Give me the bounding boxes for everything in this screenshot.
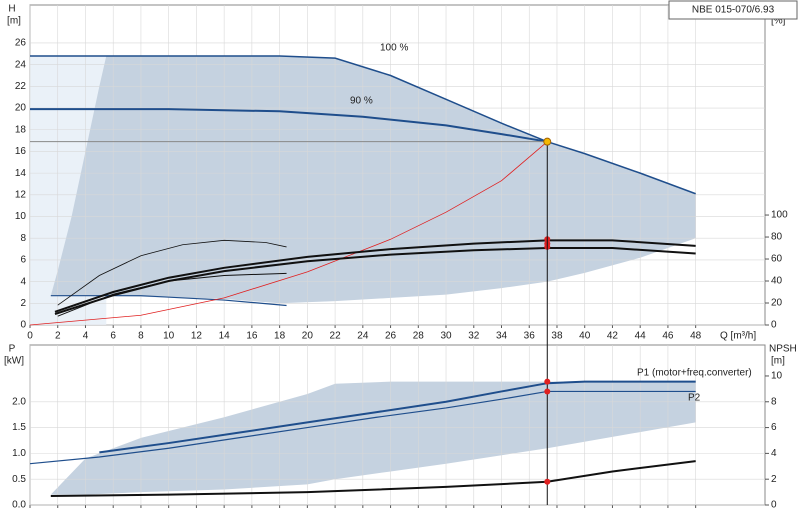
y-tick-label: 22 xyxy=(15,81,27,92)
x-tick-label: 48 xyxy=(690,331,702,342)
curve xyxy=(57,272,287,317)
curve xyxy=(30,55,696,195)
curve-label: 90 % xyxy=(350,96,373,107)
x-tick-label: 46 xyxy=(662,331,674,342)
y-tick-label: 12 xyxy=(15,189,27,200)
y-tick-label: 2.0 xyxy=(12,396,26,407)
y-tick-label: 0 xyxy=(20,320,26,331)
x-tick-label: 22 xyxy=(330,331,342,342)
duty-power-point xyxy=(544,378,551,385)
duty-npsh-point xyxy=(544,478,551,485)
x-tick-label: 6 xyxy=(110,331,116,342)
x-tick-label: 8 xyxy=(138,331,144,342)
y2-axis-unit: [m] xyxy=(771,356,785,367)
y-axis-label: H xyxy=(8,4,15,15)
y-tick-label: 1.0 xyxy=(12,448,26,459)
curve-label: 100 % xyxy=(380,43,408,54)
y2-tick-label: 2 xyxy=(771,474,777,485)
curve-label: P2 xyxy=(688,393,701,404)
x-tick-label: 2 xyxy=(55,331,61,342)
y2-axis-unit: [%] xyxy=(771,16,786,27)
curve xyxy=(50,295,287,307)
x-tick-label: 0 xyxy=(27,331,33,342)
x-tick-label: 30 xyxy=(440,331,452,342)
y-tick-label: 24 xyxy=(15,59,27,70)
x-tick-label: 44 xyxy=(635,331,647,342)
y-tick-label: 0.5 xyxy=(12,474,26,485)
curve-label: P1 (motor+freq.converter) xyxy=(637,368,752,379)
y2-tick-label: 10 xyxy=(771,371,783,382)
y2-tick-label: 40 xyxy=(771,276,783,287)
chart-title: NBE 015-070/6.93 xyxy=(692,5,775,16)
x-tick-label: 28 xyxy=(413,331,425,342)
curve xyxy=(29,390,696,465)
x-tick-label: 10 xyxy=(163,331,175,342)
y-tick-label: 16 xyxy=(15,146,27,157)
operating-envelope xyxy=(50,381,696,495)
curve xyxy=(29,141,548,326)
y-tick-label: 18 xyxy=(15,124,27,135)
y2-tick-label: 20 xyxy=(771,298,783,309)
x-tick-label: 18 xyxy=(274,331,286,342)
x-tick-label: 16 xyxy=(246,331,258,342)
curve xyxy=(50,460,696,497)
x-tick-label: 12 xyxy=(191,331,203,342)
y-tick-label: 0.0 xyxy=(12,500,26,511)
x-tick-label: 26 xyxy=(385,331,397,342)
y-tick-label: 14 xyxy=(15,168,27,179)
y2-tick-label: 60 xyxy=(771,254,783,265)
curve xyxy=(54,247,696,315)
x-tick-label: 40 xyxy=(579,331,591,342)
curve xyxy=(99,380,696,454)
duty-power-point xyxy=(544,388,551,395)
x-axis-label: Q [m³/h] xyxy=(720,331,756,342)
y2-tick-label: 8 xyxy=(771,396,777,407)
y-axis-label: P xyxy=(9,344,16,355)
y2-tick-label: 100 xyxy=(771,210,788,221)
y2-tick-label: 0 xyxy=(771,500,777,511)
y-tick-label: 26 xyxy=(15,38,27,49)
y2-tick-label: 6 xyxy=(771,422,777,433)
y-tick-label: 1.5 xyxy=(12,422,26,433)
y-tick-label: 8 xyxy=(20,233,26,244)
curve xyxy=(30,108,548,143)
x-tick-label: 24 xyxy=(357,331,369,342)
y-tick-label: 20 xyxy=(15,103,27,114)
curve xyxy=(57,239,287,306)
x-tick-label: 14 xyxy=(219,331,231,342)
x-tick-label: 36 xyxy=(524,331,536,342)
y-tick-label: 4 xyxy=(20,276,26,287)
x-tick-label: 34 xyxy=(496,331,508,342)
x-tick-label: 20 xyxy=(302,331,314,342)
y-tick-label: 10 xyxy=(15,211,27,222)
title-box xyxy=(668,0,798,20)
x-tick-label: 38 xyxy=(551,331,563,342)
x-tick-label: 42 xyxy=(607,331,619,342)
y-axis-unit: [m] xyxy=(7,16,21,27)
x-tick-label: 32 xyxy=(468,331,480,342)
y2-tick-label: 0 xyxy=(771,320,777,331)
curve xyxy=(54,239,696,313)
y-tick-label: 2 xyxy=(20,298,26,309)
x-tick-label: 4 xyxy=(83,331,89,342)
y-tick-label: 6 xyxy=(20,255,26,266)
y2-tick-label: 4 xyxy=(771,448,777,459)
duty-point xyxy=(543,137,552,146)
y2-axis-label: NPSH xyxy=(769,344,797,355)
y2-tick-label: 80 xyxy=(771,232,783,243)
y-axis-unit: [kW] xyxy=(4,356,24,367)
